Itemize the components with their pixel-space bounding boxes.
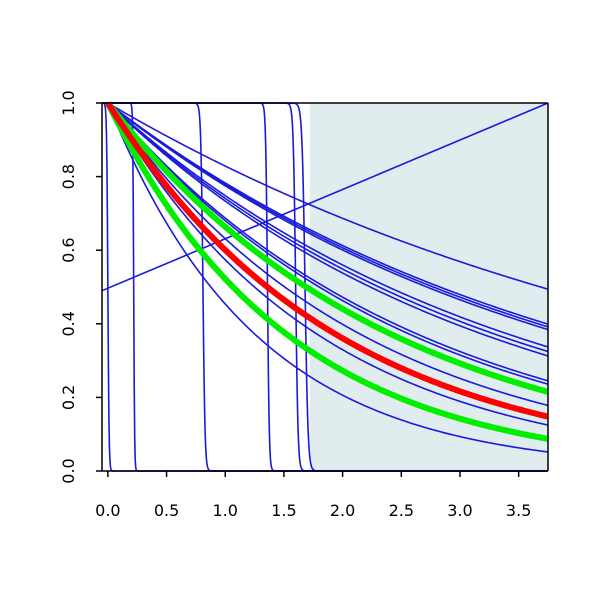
series-blue-curve xyxy=(107,102,549,407)
y-tick-label: 0.2 xyxy=(59,385,78,410)
y-tick-label: 0.0 xyxy=(59,458,78,483)
y-tick-label: 0.8 xyxy=(59,164,78,189)
series-blue-curve xyxy=(107,102,549,290)
y-tick-label: 0.4 xyxy=(59,311,78,336)
series-blue-curve xyxy=(107,102,549,353)
y-tick-label: 1.0 xyxy=(59,90,78,115)
series-red-curve xyxy=(105,101,550,420)
series-blue-curve xyxy=(107,102,549,325)
series-blue-curve xyxy=(107,102,549,385)
x-tick-label: 2.5 xyxy=(389,501,414,520)
x-tick-label: 3.0 xyxy=(447,501,472,520)
x-tick-label: 1.0 xyxy=(213,501,238,520)
series-blue-curve xyxy=(107,102,549,426)
series-blue-curve xyxy=(107,102,549,331)
series-straight-line xyxy=(101,102,549,292)
series-blue-curve xyxy=(107,102,549,453)
series-green-curve xyxy=(105,101,550,395)
y-tick-label: 0.6 xyxy=(59,237,78,262)
series-blue-curve xyxy=(107,102,549,328)
series-blue-curve xyxy=(107,102,549,382)
x-tick-label: 1.5 xyxy=(271,501,296,520)
axes-layer: 0.0 0.5 1.0 1.5 2.0 2.5 3.0 3.5 0.0 0.2 0.4 0.6 0.8 1… xyxy=(59,90,549,520)
series-green-curve xyxy=(105,101,550,442)
x-tick-label: 2.0 xyxy=(330,501,355,520)
series-blue-curve xyxy=(107,102,549,348)
x-tick-label: 0.0 xyxy=(95,501,120,520)
series-blue-curve xyxy=(107,102,549,357)
x-tick-label: 0.5 xyxy=(154,501,179,520)
x-tick-label: 3.5 xyxy=(506,501,531,520)
